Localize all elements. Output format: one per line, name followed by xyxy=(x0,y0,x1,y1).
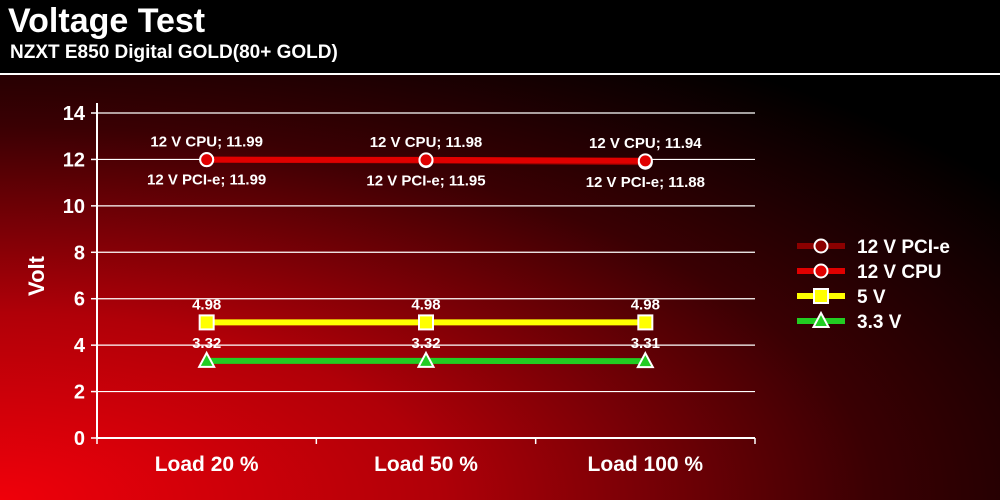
series-layer xyxy=(197,152,655,369)
data-label: 3.32 xyxy=(192,335,221,352)
legend-marker xyxy=(813,238,829,254)
data-label: 12 V PCI-e; 11.99 xyxy=(147,172,266,189)
y-tick-label: 2 xyxy=(74,382,85,404)
data-label: 12 V CPU; 11.99 xyxy=(150,134,263,151)
chart-title: Voltage Test xyxy=(8,2,206,40)
x-tick-label: Load 50 % xyxy=(374,453,478,476)
data-label: 4.98 xyxy=(631,296,660,313)
data-label: 3.31 xyxy=(631,335,660,352)
data-point xyxy=(197,350,216,368)
y-tick-label: 10 xyxy=(63,196,85,218)
data-point xyxy=(637,153,653,169)
data-point xyxy=(418,152,434,168)
data-label: 12 V PCI-e; 11.88 xyxy=(586,174,705,191)
y-tick-label: 12 xyxy=(63,149,85,171)
legend-item-label: 3.3 V xyxy=(857,312,902,333)
chart-background xyxy=(0,73,1000,500)
axis-layer: 0 2 4 6 8 10 12 14 Load 20 % Load 50 % Load 100 % xyxy=(63,103,756,476)
data-label: 12 V CPU; 11.98 xyxy=(370,134,483,151)
legend-marker xyxy=(811,310,831,328)
y-tick-label: 14 xyxy=(63,103,86,125)
data-point xyxy=(199,152,215,168)
data-point xyxy=(418,314,434,331)
data-point xyxy=(198,314,215,331)
y-tick-label: 6 xyxy=(74,289,85,311)
y-tick-label: 8 xyxy=(74,242,85,264)
legend-marker xyxy=(813,263,829,279)
legend-item-label: 5 V xyxy=(857,287,886,308)
legend-marker xyxy=(813,288,829,304)
data-label: 4.98 xyxy=(411,296,440,313)
data-label: 12 V CPU; 11.94 xyxy=(589,135,702,152)
y-axis-label: Volt xyxy=(24,255,49,296)
data-label-layer: 12 V PCI-e; 11.99 12 V PCI-e; 11.95 12 V P… xyxy=(147,134,705,352)
x-tick-label: Load 20 % xyxy=(155,453,259,476)
data-label: 12 V PCI-e; 11.95 xyxy=(366,173,485,190)
legend-item-label: 12 V CPU xyxy=(857,262,941,283)
y-tick-label: 0 xyxy=(74,428,85,450)
data-point xyxy=(416,350,436,368)
y-tick-label: 4 xyxy=(74,335,86,357)
legend: 12 V PCI-e 12 V CPU 5 V 3.3 V xyxy=(797,237,950,333)
data-label: 3.32 xyxy=(411,335,440,352)
data-label: 4.98 xyxy=(192,296,221,313)
legend-item-label: 12 V PCI-e xyxy=(857,237,950,258)
data-point xyxy=(636,351,655,369)
data-point xyxy=(637,314,654,331)
x-tick-label: Load 100 % xyxy=(588,453,704,476)
chart-header: Voltage Test NZXT E850 Digital GOLD(80+ … xyxy=(0,0,1000,75)
chart-subtitle: NZXT E850 Digital GOLD(80+ GOLD) xyxy=(10,42,338,63)
